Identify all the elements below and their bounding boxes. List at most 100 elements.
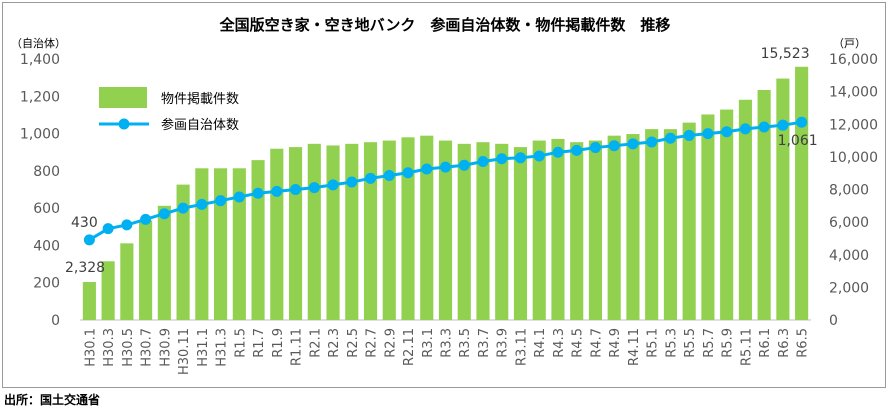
line-point (702, 128, 714, 140)
x-tick-label: R5.5 (683, 328, 698, 358)
line-point (271, 185, 283, 197)
x-tick-label: R1.9 (271, 328, 286, 358)
chart-frame: 全国版空き家・空き地バンク 参画自治体数・物件掲載件数 推移 （自治体） （戸） 0 2… (2, 2, 886, 388)
line-point (477, 156, 489, 168)
x-tick-label: R2.1 (308, 328, 323, 358)
x-tick-label: H30.7 (140, 328, 155, 367)
bar (720, 109, 734, 320)
x-tick-label: R6.5 (796, 328, 811, 358)
x-tick-label: R6.1 (758, 328, 773, 358)
line-point (327, 179, 339, 191)
line-point (646, 136, 658, 148)
bar (382, 140, 396, 320)
line-point (158, 208, 170, 220)
line-point (383, 170, 395, 182)
bar (607, 135, 621, 320)
bar (120, 243, 134, 320)
bar (401, 137, 415, 320)
bar (570, 142, 584, 320)
line-point (514, 152, 526, 164)
bar (795, 66, 809, 320)
right-axis-unit: （戸） (833, 37, 866, 50)
x-tick-label: R5.1 (646, 328, 661, 358)
bar (438, 140, 453, 320)
line-point (533, 150, 545, 162)
x-tick-label: R1.11 (290, 328, 305, 366)
line-point (308, 182, 320, 194)
line-point (739, 123, 751, 135)
x-tick-label: R3.1 (421, 328, 436, 358)
bar (682, 122, 696, 321)
line-point (421, 163, 433, 175)
x-tick-label: R4.3 (552, 328, 567, 358)
legend-line-marker (118, 118, 130, 130)
left-axis-unit: （自治体） (11, 36, 66, 50)
bar (757, 89, 771, 321)
line-point (796, 116, 808, 128)
bar (82, 282, 96, 320)
bar (307, 143, 321, 320)
x-tick-label: R4.5 (571, 328, 586, 358)
line-point (627, 138, 639, 150)
line-point (721, 126, 733, 138)
x-tick-label: H30.5 (121, 328, 136, 367)
bar (532, 140, 546, 320)
left-tick-label: 600 (33, 201, 60, 217)
left-tick-label: 400 (33, 238, 60, 254)
line-point (346, 176, 358, 188)
right-tick-label: 6,000 (829, 215, 869, 231)
left-tick-label: 1,200 (20, 89, 60, 105)
line-point (140, 213, 152, 225)
bar (645, 129, 659, 320)
line-point (121, 219, 133, 231)
x-tick-label: R3.11 (514, 328, 529, 366)
line-point (233, 191, 245, 203)
line-point (589, 142, 601, 154)
bar-last-label: 15,523 (761, 46, 810, 62)
bar (663, 129, 677, 320)
x-tick-label: H30.3 (102, 328, 117, 367)
bar (495, 143, 509, 320)
line-point (252, 187, 264, 199)
x-tick-label: H31.3 (215, 328, 230, 367)
bar (232, 168, 246, 320)
line-point (365, 172, 377, 184)
x-tick-label: R3.7 (477, 328, 492, 358)
line-point (496, 153, 508, 165)
right-tick-label: 4,000 (829, 248, 869, 264)
right-tick-label: 16,000 (829, 52, 878, 68)
x-tick-label: R1.5 (233, 328, 248, 358)
bar (157, 205, 171, 320)
source-note: 出所：国土交通省 (4, 393, 101, 407)
bar (701, 114, 715, 321)
x-tick-label: R5.3 (664, 328, 679, 358)
x-tick-label: R1.7 (252, 328, 267, 358)
x-tick-label: R5.9 (721, 328, 736, 358)
line-point (608, 140, 620, 152)
x-tick-label: R2.3 (327, 328, 342, 358)
x-tick-label: R3.5 (458, 328, 473, 358)
line-point (552, 146, 564, 158)
chart-title: 全国版空き家・空き地バンク 参画自治体数・物件掲載件数 推移 (219, 16, 671, 34)
bar (345, 143, 359, 320)
bar (326, 145, 340, 320)
right-tick-label: 2,000 (829, 280, 869, 296)
bar (251, 160, 265, 320)
x-tick-label: R4.11 (627, 328, 642, 366)
bar (195, 168, 209, 320)
right-tick-label: 12,000 (829, 117, 878, 133)
line-point (83, 234, 95, 246)
line-point (458, 159, 470, 171)
bar (513, 147, 528, 320)
legend-bar-label: 物件掲載件数 (161, 91, 239, 107)
x-tick-label: R2.7 (365, 328, 380, 358)
bar (363, 142, 378, 320)
line-first-label: 430 (71, 215, 98, 231)
line-point (402, 167, 414, 179)
bar (551, 138, 565, 320)
x-tick-label: R3.9 (496, 328, 511, 358)
x-tick-label: R6.3 (777, 328, 792, 358)
bar (139, 220, 153, 320)
line-last-label: 1,061 (778, 133, 818, 149)
line-point (196, 198, 208, 210)
